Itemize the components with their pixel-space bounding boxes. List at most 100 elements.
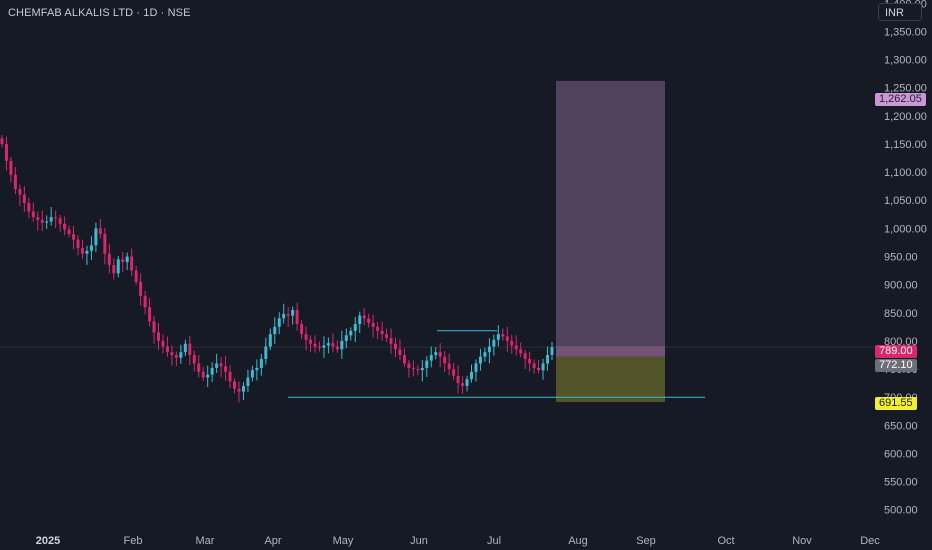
current-price-tag: 789.00 bbox=[875, 345, 917, 358]
candle-body bbox=[532, 363, 536, 368]
candle-body bbox=[447, 363, 451, 370]
candle-body bbox=[461, 383, 465, 386]
candle-body bbox=[313, 343, 317, 347]
candle-body bbox=[98, 228, 102, 234]
candle-body bbox=[264, 346, 268, 359]
candle-body bbox=[237, 388, 241, 392]
candle-body bbox=[27, 203, 31, 212]
candle-body bbox=[537, 367, 541, 371]
candle-body bbox=[201, 371, 205, 378]
candle-body bbox=[349, 330, 353, 336]
candle-body bbox=[233, 381, 237, 389]
candle-body bbox=[22, 194, 26, 204]
candle-body bbox=[246, 377, 250, 386]
candle-body bbox=[456, 375, 460, 384]
candle-body bbox=[224, 366, 228, 372]
candle-body bbox=[376, 326, 380, 331]
candle-body bbox=[250, 370, 254, 378]
candle-body bbox=[362, 315, 366, 319]
candle-body bbox=[215, 363, 219, 368]
candle-body bbox=[340, 340, 344, 350]
candle-body bbox=[443, 356, 447, 364]
candle-body bbox=[31, 211, 35, 218]
candle-body bbox=[483, 352, 487, 357]
candle-body bbox=[210, 367, 214, 375]
currency-selector[interactable]: INR bbox=[878, 3, 922, 21]
y-tick-label: 550.00 bbox=[884, 477, 918, 489]
y-tick-label: 800.00 bbox=[884, 336, 918, 348]
candle-body bbox=[358, 315, 362, 325]
candle-body bbox=[255, 367, 259, 371]
candle-body bbox=[514, 345, 518, 350]
candle-body bbox=[94, 228, 98, 246]
x-tick-label: Feb bbox=[124, 535, 143, 547]
candle-body bbox=[282, 313, 286, 319]
y-tick-label: 1,300.00 bbox=[884, 55, 927, 67]
candle-body bbox=[170, 352, 174, 355]
candle-body bbox=[416, 369, 420, 371]
candle-body bbox=[4, 143, 8, 161]
candle-body bbox=[107, 253, 111, 265]
x-tick-label: Nov bbox=[792, 535, 812, 547]
candle-body bbox=[116, 259, 120, 274]
candle-body bbox=[49, 217, 53, 222]
candle-body bbox=[89, 245, 93, 251]
candle-body bbox=[505, 336, 509, 341]
x-tick-label: Jul bbox=[487, 535, 501, 547]
x-tick-label: May bbox=[333, 535, 354, 547]
stop-price-tag: 691.55 bbox=[875, 397, 917, 410]
x-tick-label: Oct bbox=[717, 535, 734, 547]
x-tick-label: Dec bbox=[860, 535, 880, 547]
candle-body bbox=[528, 358, 532, 364]
candle-body bbox=[492, 339, 496, 347]
y-tick-label: 1,150.00 bbox=[884, 139, 927, 151]
candle-body bbox=[40, 219, 44, 223]
candle-body bbox=[197, 363, 201, 372]
x-tick-label: Mar bbox=[196, 535, 215, 547]
stop-zone bbox=[556, 356, 665, 402]
candle-body bbox=[326, 343, 330, 346]
candle-body bbox=[192, 354, 196, 364]
candle-body bbox=[407, 363, 411, 368]
candle-body bbox=[85, 250, 89, 254]
y-tick-label: 1,000.00 bbox=[884, 223, 927, 235]
y-tick-label: 900.00 bbox=[884, 280, 918, 292]
x-tick-label: Sep bbox=[636, 535, 656, 547]
candle-body bbox=[304, 334, 308, 340]
candle-body bbox=[45, 221, 49, 223]
candle-body bbox=[179, 352, 183, 358]
candle-body bbox=[18, 188, 22, 195]
candle-body bbox=[496, 334, 500, 340]
candle-body bbox=[152, 321, 156, 333]
candle-body bbox=[183, 343, 187, 353]
candle-body bbox=[103, 233, 107, 254]
x-tick-label: Apr bbox=[264, 535, 281, 547]
candle-body bbox=[0, 138, 4, 144]
candle-body bbox=[420, 367, 424, 371]
candle-body bbox=[36, 217, 40, 220]
candle-body bbox=[277, 318, 281, 327]
candle-body bbox=[317, 346, 321, 348]
profit-progress bbox=[556, 346, 665, 357]
candle-body bbox=[54, 217, 58, 219]
y-tick-label: 950.00 bbox=[884, 252, 918, 264]
candle-body bbox=[72, 233, 76, 240]
candle-body bbox=[541, 363, 545, 371]
candle-body bbox=[425, 360, 429, 368]
candle-body bbox=[295, 309, 299, 325]
y-tick-label: 600.00 bbox=[884, 448, 918, 460]
candle-body bbox=[259, 358, 263, 368]
candle-body bbox=[174, 354, 178, 358]
candle-body bbox=[219, 363, 223, 367]
y-tick-label: 650.00 bbox=[884, 420, 918, 432]
candle-body bbox=[434, 352, 438, 355]
candle-body bbox=[389, 338, 393, 344]
x-tick-label: Aug bbox=[568, 535, 588, 547]
candle-body bbox=[228, 371, 232, 382]
y-tick-label: 1,050.00 bbox=[884, 195, 927, 207]
y-tick-label: 1,350.00 bbox=[884, 26, 927, 38]
target-zone bbox=[556, 80, 665, 357]
y-tick-label: 1,100.00 bbox=[884, 167, 927, 179]
candle-body bbox=[268, 334, 272, 347]
